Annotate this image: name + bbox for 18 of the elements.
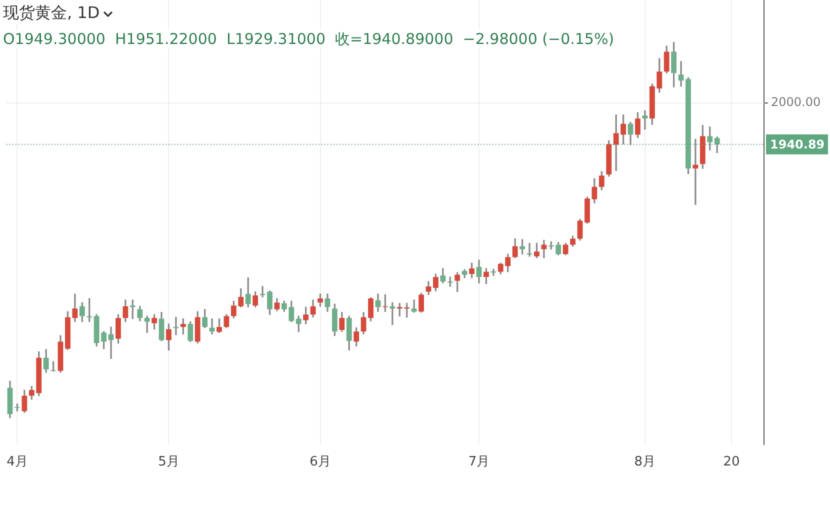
x-tick-label: 7月 bbox=[468, 454, 490, 470]
candlestick bbox=[692, 138, 698, 205]
x-tick-label: 8月 bbox=[634, 454, 656, 470]
candlestick bbox=[108, 326, 114, 359]
candlestick bbox=[173, 316, 179, 336]
candlestick bbox=[678, 61, 684, 87]
text: 2000.00 bbox=[771, 95, 821, 110]
x-tick-label: 4月 bbox=[6, 454, 28, 470]
candlestick bbox=[642, 110, 648, 130]
x-tick-label: 5月 bbox=[158, 454, 180, 470]
chart-subtitle: O1949.30000 H1951.22000 L1929.31000 收=1940.89000 −2.98000 (−0.15%) bbox=[3, 30, 614, 49]
x-tick-label: 6月 bbox=[310, 454, 331, 470]
chart-title: 现货黄金, 1D bbox=[3, 3, 100, 24]
candlestick bbox=[209, 318, 215, 334]
text: 1940.89 bbox=[770, 138, 825, 152]
candlestick bbox=[490, 268, 496, 276]
candlestick bbox=[411, 300, 417, 313]
x-tick-label: 20 bbox=[723, 454, 740, 470]
